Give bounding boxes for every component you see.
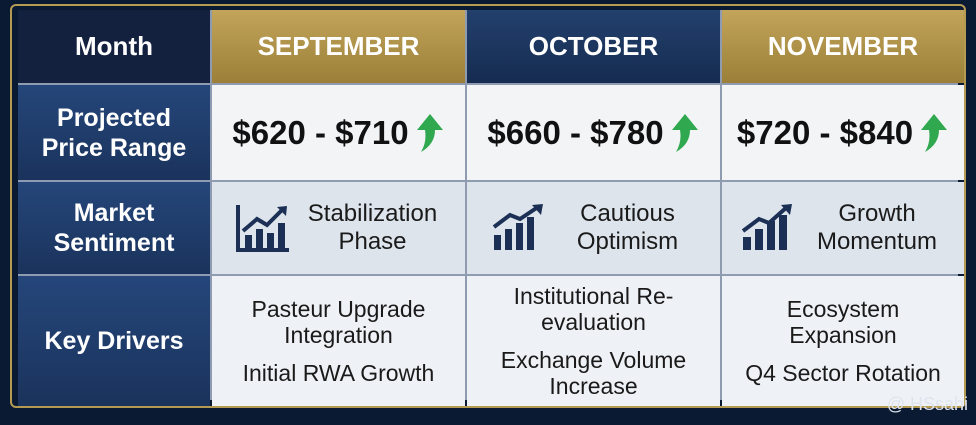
header-cell: SEPTEMBER [212, 10, 465, 83]
up-arrow-icon [416, 113, 443, 152]
price-text: $720 - $840 [736, 113, 914, 151]
header-cell: NOVEMBER [722, 10, 964, 83]
chart-icon [235, 205, 289, 252]
header-cell: OCTOBER [467, 10, 720, 83]
header-cell: Month [18, 10, 210, 83]
header-text: Month [75, 31, 153, 61]
table: Month SEPTEMBER OCTOBER NOVEMBER Project… [18, 10, 964, 406]
price-cell: $720 - $840 [722, 85, 964, 180]
header-text: NOVEMBER [767, 31, 919, 61]
row-label: Market Sentiment [18, 182, 210, 274]
driver-text: Pasteur Upgrade Integration [251, 296, 426, 348]
header-text: SEPTEMBER [257, 31, 420, 61]
header-text: OCTOBER [528, 31, 659, 61]
price-cell: $660 - $780 [467, 85, 720, 180]
row-label: Projected Price Range [18, 85, 210, 180]
row-label-text: Market Sentiment [53, 199, 175, 257]
frame [10, 4, 966, 408]
drivers-cell: Pasteur Upgrade Integration Initial RWA G… [212, 276, 465, 406]
sentiment-text: Cautious Optimism [576, 200, 679, 255]
driver-text: Institutional Re-evaluation [513, 283, 674, 335]
watermark: @ HSsahi [886, 394, 968, 414]
up-arrow-icon [921, 113, 948, 152]
sentiment-text: Growth Momentum [816, 200, 938, 255]
price-cell: $620 - $710 [212, 85, 465, 180]
up-arrow-icon [671, 113, 698, 152]
row-label: Key Drivers [18, 276, 210, 406]
price-text: $660 - $780 [487, 113, 664, 151]
price-text: $620 - $710 [232, 113, 409, 151]
driver-text: Initial RWA Growth [242, 360, 435, 386]
chart-icon [492, 204, 543, 250]
driver-text: Ecosystem Expansion [786, 296, 900, 348]
sentiment-cell: Stabilization Phase [212, 182, 465, 274]
driver-text: Exchange Volume Increase [500, 347, 687, 399]
drivers-cell: Institutional Re-evaluation Exchange Volu… [467, 276, 720, 406]
row-label-text: Key Drivers [44, 327, 184, 355]
chart-icon [741, 204, 792, 250]
row-label-text: Projected Price Range [41, 103, 187, 162]
drivers-cell: Ecosystem Expansion Q4 Sector Rotation [722, 276, 964, 406]
sentiment-cell: Growth Momentum [722, 182, 964, 274]
sentiment-cell: Cautious Optimism [467, 182, 720, 274]
driver-text: Q4 Sector Rotation [745, 360, 941, 386]
sentiment-text: Stabilization Phase [307, 200, 438, 255]
